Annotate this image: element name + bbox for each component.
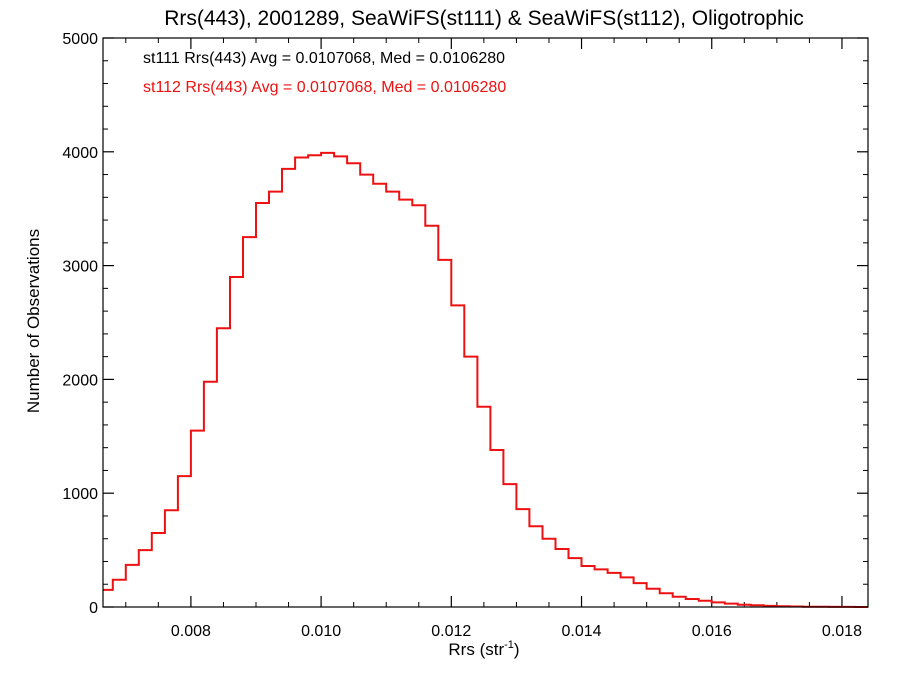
annotation-st112: st112 Rrs(443) Avg = 0.0107068, Med = 0.… [143,79,506,96]
x-axis-label: Rrs (str-1) [448,639,519,659]
y-tick-label: 3000 [62,259,98,276]
y-axis-label: Number of Observations [24,229,43,413]
x-tick-label: 0.010 [301,623,341,640]
x-tick-label: 0.012 [431,623,471,640]
y-tick-label: 5000 [62,31,98,48]
x-tick-label: 0.016 [692,623,732,640]
annotation-st111: st111 Rrs(443) Avg = 0.0107068, Med = 0.… [143,50,505,67]
x-tick-label: 0.008 [171,623,211,640]
series-st112-histogram [103,151,868,608]
x-axis-label-superscript: -1 [504,639,514,651]
y-tick-label: 2000 [62,372,98,389]
x-tick-label: 0.014 [562,623,602,640]
axis-ticks: 0.008 0.010 0.012 0.014 0.016 0.018 0 1000 2000 3… [62,31,868,640]
plot-frame [102,37,869,608]
chart-title: Rrs(443), 2001289, SeaWiFS(st111) & SeaW… [164,7,804,30]
x-tick-label: 0.018 [822,623,862,640]
y-tick-label: 0 [89,600,98,617]
y-tick-label: 4000 [62,145,98,162]
y-tick-label: 1000 [62,486,98,503]
